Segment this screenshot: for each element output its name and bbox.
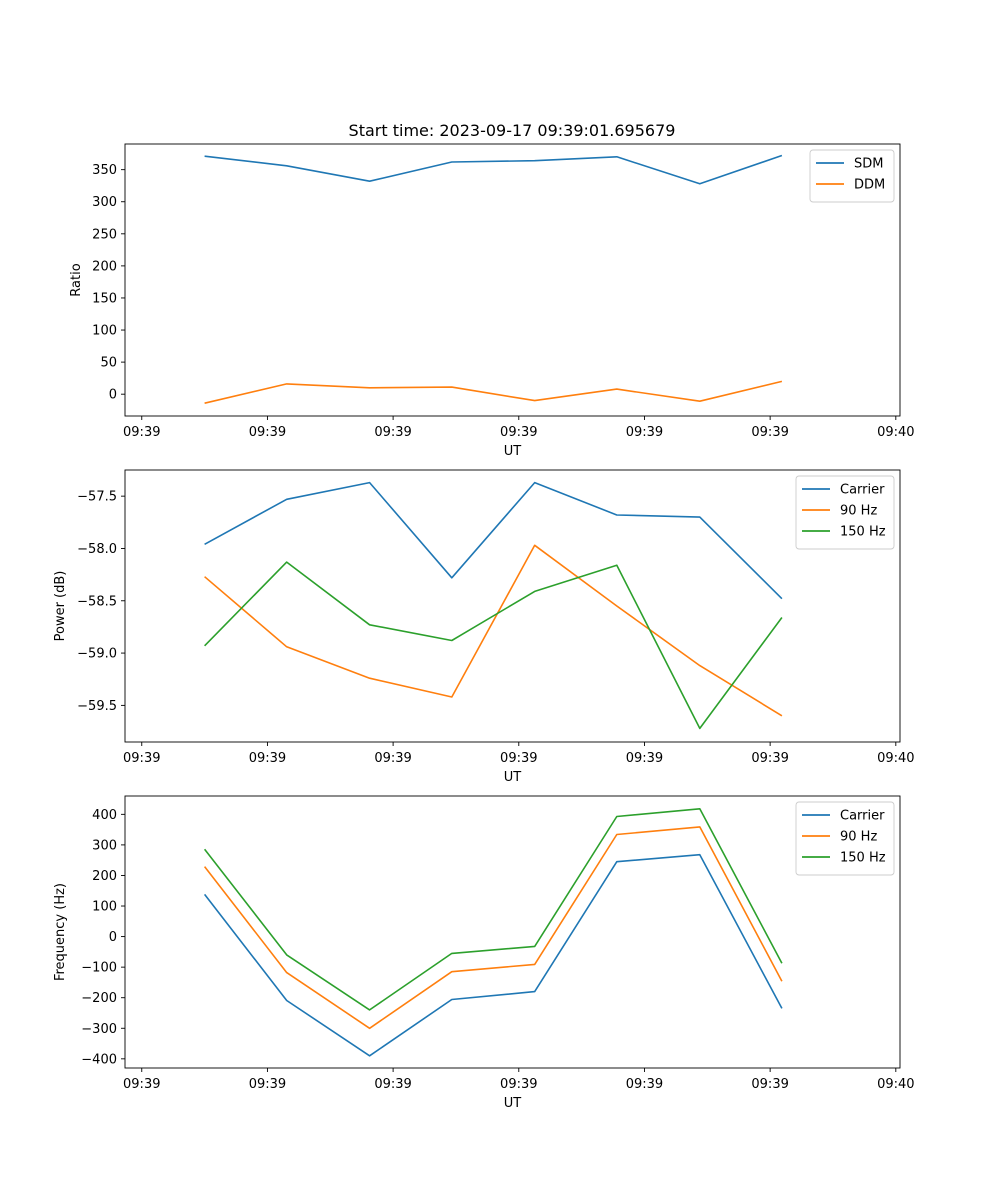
x-axis-label: UT — [504, 1096, 522, 1111]
y-tick-label: 100 — [92, 900, 117, 915]
y-tick-label: −57.5 — [77, 490, 117, 505]
y-axis-label: Power (dB) — [53, 571, 68, 642]
y-tick-label: 100 — [92, 324, 117, 339]
frequency-subplot: 09:39 09:39 09:39 09:39 09:39 09:39 09:40 −400 −… — [53, 795, 915, 1111]
y-tick-label: −59.5 — [77, 699, 117, 714]
series-line-90-hz — [204, 544, 783, 717]
x-tick-label: 09:40 — [877, 1077, 914, 1092]
legend: Carrier 90 Hz 150 Hz — [795, 475, 895, 550]
y-tick-label: 50 — [100, 356, 117, 371]
x-tick-label: 09:39 — [123, 425, 160, 440]
x-tick-label: 09:39 — [123, 1077, 160, 1092]
legend: SDM DDM — [809, 149, 895, 203]
x-tick-label: 09:39 — [751, 751, 788, 766]
y-tick-label: −300 — [81, 1022, 117, 1037]
legend-label-ddm: DDM — [854, 178, 885, 193]
legend-label-sdm: SDM — [854, 157, 883, 172]
x-tick-label: 09:39 — [374, 751, 411, 766]
y-tick-label: −59.0 — [77, 647, 117, 662]
x-tick-label: 09:39 — [626, 425, 663, 440]
y-tick-label: 350 — [92, 163, 117, 178]
series-line-150-hz — [204, 561, 783, 730]
x-tick-label: 09:39 — [626, 751, 663, 766]
axes-frame — [124, 469, 901, 743]
x-tick-label: 09:39 — [500, 751, 537, 766]
y-tick-label: 400 — [92, 808, 117, 823]
series-line-carrier — [203, 853, 783, 1057]
x-tick-label: 09:39 — [751, 1077, 788, 1092]
x-tick-label: 09:40 — [877, 751, 914, 766]
x-axis-label: UT — [504, 444, 522, 459]
x-tick-label: 09:39 — [374, 425, 411, 440]
y-tick-label: −400 — [81, 1052, 117, 1067]
y-tick-label: −58.0 — [77, 542, 117, 557]
x-tick-label: 09:39 — [249, 425, 286, 440]
ratio-subplot: 09:39 09:39 09:39 09:39 09:39 09:39 09:40 0 50 10… — [69, 143, 915, 459]
y-tick-label: 300 — [92, 838, 117, 853]
series-line-90-hz — [203, 826, 783, 1030]
y-axis-label: Frequency (Hz) — [53, 883, 68, 981]
y-tick-label: 250 — [92, 227, 117, 242]
legend-label-150-hz: 150 Hz — [840, 851, 886, 866]
y-tick-label: −58.5 — [77, 594, 117, 609]
legend-label-90-hz: 90 Hz — [840, 504, 877, 519]
legend-label-carrier: Carrier — [840, 809, 885, 824]
series-line-150-hz — [203, 807, 783, 1011]
legend: Carrier 90 Hz 150 Hz — [795, 801, 895, 876]
y-axis-label: Ratio — [69, 263, 84, 296]
x-tick-label: 09:39 — [751, 425, 788, 440]
x-tick-label: 09:40 — [877, 425, 914, 440]
legend-label-carrier: Carrier — [840, 483, 885, 498]
x-tick-label: 09:39 — [500, 425, 537, 440]
x-tick-label: 09:39 — [374, 1077, 411, 1092]
axes-frame — [124, 795, 901, 1069]
axes-frame — [124, 143, 901, 417]
series-line-carrier — [204, 481, 783, 600]
y-tick-label: −200 — [81, 991, 117, 1006]
series-line-sdm — [204, 154, 783, 185]
figure-title: Start time: 2023-09-17 09:39:01.695679 — [349, 121, 676, 140]
y-tick-label: 0 — [109, 388, 117, 403]
x-tick-label: 09:39 — [500, 1077, 537, 1092]
power-subplot: 09:39 09:39 09:39 09:39 09:39 09:39 09:40 −59.5… — [53, 469, 915, 785]
x-tick-label: 09:39 — [249, 1077, 286, 1092]
y-tick-label: −100 — [81, 961, 117, 976]
x-tick-label: 09:39 — [123, 751, 160, 766]
y-tick-label: 200 — [92, 869, 117, 884]
y-tick-label: 300 — [92, 195, 117, 210]
x-tick-label: 09:39 — [626, 1077, 663, 1092]
legend-label-90-hz: 90 Hz — [840, 830, 877, 845]
series-line-ddm — [204, 380, 783, 404]
y-tick-label: 150 — [92, 291, 117, 306]
x-axis-label: UT — [504, 770, 522, 785]
legend-label-150-hz: 150 Hz — [840, 525, 886, 540]
y-tick-label: 0 — [109, 930, 117, 945]
x-tick-label: 09:39 — [249, 751, 286, 766]
y-tick-label: 200 — [92, 259, 117, 274]
